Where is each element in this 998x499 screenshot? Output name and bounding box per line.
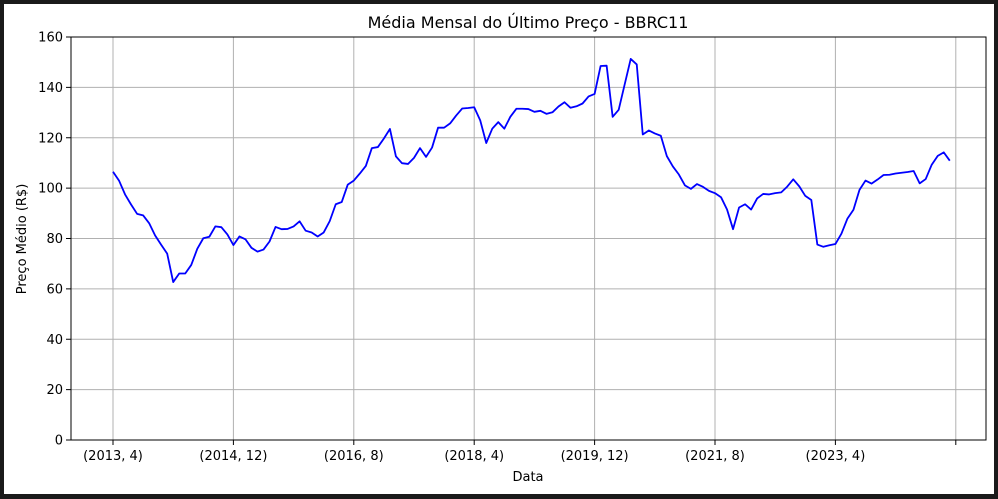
y-tick-label: 120 [38,131,63,146]
x-tick-label: (2021, 8) [685,449,745,464]
y-tick-label: 160 [38,31,63,46]
y-tick-label: 100 [38,182,63,197]
y-tick-label: 140 [38,81,63,96]
x-axis-title: Data [512,470,543,485]
line-chart: 0 20 40 60 80 100 120 140 160 (2013, 4) (2014, 12… [15,13,987,485]
y-tick-label: 0 [55,434,63,449]
series-line-layer [112,58,951,283]
x-tick-label: (2019, 12) [561,449,629,464]
x-tick-label: (2018, 4) [444,449,504,464]
y-tick-label: 80 [46,232,63,247]
x-axis: (2013, 4) (2014, 12) (2016, 8) (2018, 4) (20… [83,440,957,464]
x-tick-label: (2023, 4) [806,449,866,464]
y-tick-label: 60 [46,282,63,297]
y-axis: 0 20 40 60 80 100 120 140 160 [38,31,71,449]
price-series-line [112,58,951,283]
y-tick-label: 40 [46,333,63,348]
chart-title: Média Mensal do Último Preço - BBRC11 [368,13,689,32]
x-tick-label: (2016, 8) [324,449,384,464]
x-tick-label: (2013, 4) [83,449,143,464]
x-tick-label: (2014, 12) [199,449,267,464]
y-axis-title: Preço Médio (R$) [15,184,30,295]
y-tick-label: 20 [46,383,63,398]
chart-frame: 0 20 40 60 80 100 120 140 160 (2013, 4) (2014, 12… [4,4,994,494]
